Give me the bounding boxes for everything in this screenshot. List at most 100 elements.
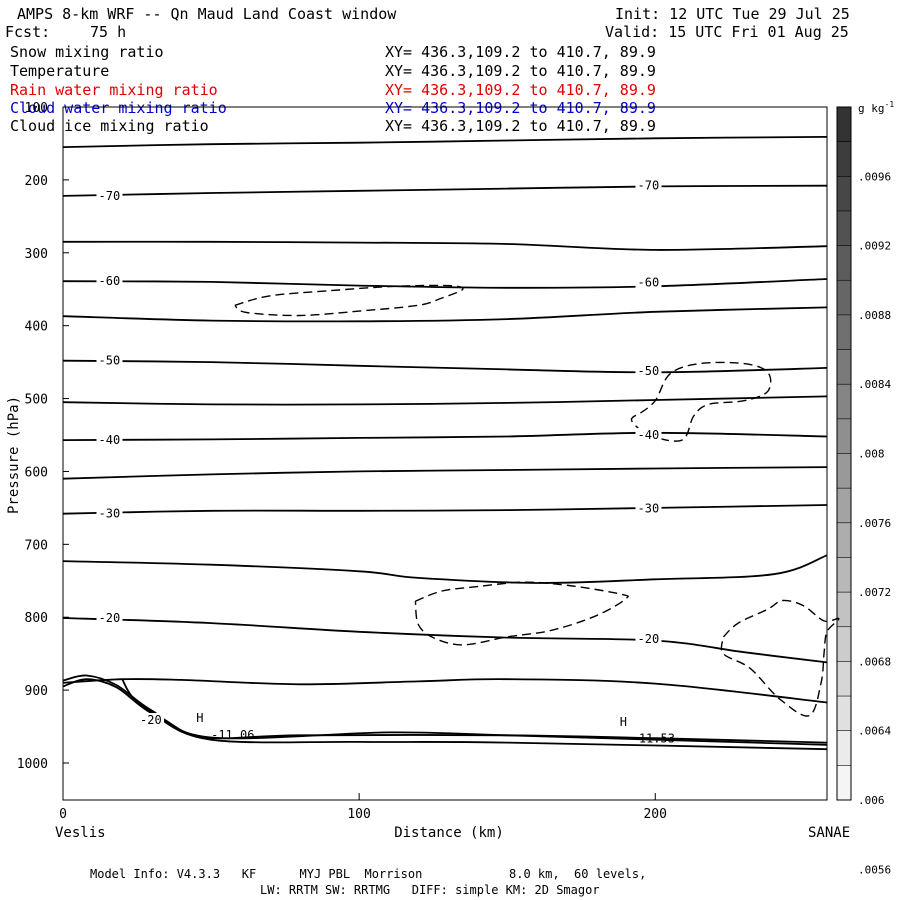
field-xy-cloud-ice: XY= 436.3,109.2 to 410.7, 89.9 <box>385 117 656 135</box>
colorbar-swatch <box>837 349 851 385</box>
isotherm-label-bg <box>635 501 662 515</box>
temperature-isotherm <box>62 554 828 584</box>
colorbar-swatch <box>837 696 851 732</box>
temperature-isotherm <box>62 504 828 515</box>
colorbar-tick-label: .0088 <box>858 309 891 322</box>
y-tick-label: 300 <box>25 247 48 262</box>
colorbar-swatch <box>837 765 851 801</box>
isotherm-label: -60 <box>638 276 660 290</box>
model-info-line1: Model Info: V4.3.3 KF MYJ PBL Morrison 8… <box>90 867 647 881</box>
temperature-isotherms <box>62 136 828 751</box>
colorbar-swatch <box>837 488 851 524</box>
colorbar-swatch <box>837 626 851 662</box>
field-name-snow: Snow mixing ratio <box>10 43 164 61</box>
x-axis-title: Distance (km) <box>394 825 504 841</box>
isotherm-label-bg <box>635 428 662 441</box>
y-tick-label: 800 <box>25 611 48 626</box>
isotherm-label: -30 <box>638 502 660 516</box>
valid-time: Valid: 15 UTC Fri 01 Aug 25 <box>605 23 849 41</box>
cloud-ice-contour <box>234 284 464 317</box>
minimum-value-label: -11.53 <box>632 732 675 746</box>
isotherm-label-bg <box>138 713 164 726</box>
temperature-isotherm <box>62 359 828 374</box>
field-name-cloud-water: Cloud water mixing ratio <box>10 99 227 117</box>
x-tick-label: 200 <box>643 807 666 822</box>
colorbar-swatch <box>837 141 851 177</box>
init-time: Init: 12 UTC Tue 29 Jul 25 <box>615 5 850 23</box>
x-end-label: SANAE <box>808 825 850 841</box>
colorbar-swatch <box>837 557 851 593</box>
y-tick-label: 500 <box>25 393 48 408</box>
isotherm-label-bg <box>96 433 123 447</box>
field-xy-cloud-water: XY= 436.3,109.2 to 410.7, 89.9 <box>385 99 656 117</box>
field-name-temperature: Temperature <box>10 62 110 80</box>
y-tick-label: 200 <box>25 174 48 189</box>
model-info-line2: LW: RRTM SW: RRTMG DIFF: simple KM: 2D S… <box>260 883 600 897</box>
isotherm-label: -50 <box>638 364 660 378</box>
colorbar-swatch <box>837 245 851 281</box>
isotherm-label: -50 <box>99 354 121 368</box>
y-axis-title: Pressure (hPa) <box>6 396 22 514</box>
temperature-isotherm <box>62 431 828 441</box>
colorbar-unit: g kg-1 <box>858 100 894 115</box>
temperature-isotherm <box>62 184 828 197</box>
isotherm-label: -70 <box>638 179 660 193</box>
isotherm-label-bg <box>635 178 662 192</box>
colorbar-swatch <box>837 384 851 420</box>
temperature-isotherm <box>62 278 828 289</box>
temperature-isotherm <box>62 240 828 251</box>
high-marker: H <box>196 711 203 725</box>
temperature-isotherm <box>62 678 828 751</box>
field-xy-snow: XY= 436.3,109.2 to 410.7, 89.9 <box>385 43 656 61</box>
isotherm-label-bg <box>96 274 123 288</box>
colorbar-tick-label: .0072 <box>858 586 891 599</box>
isotherm-label: -40 <box>99 433 121 447</box>
field-xy-temperature: XY= 436.3,109.2 to 410.7, 89.9 <box>385 62 656 80</box>
colorbar-tick-label: .0096 <box>858 170 891 183</box>
temperature-isotherm <box>62 674 828 746</box>
contour-labels: -70 -70 -60 -60 -50 -50 -40 -40 -30 -30 -20 -20 -20 H… <box>96 178 675 746</box>
high-marker: H <box>620 715 627 729</box>
colorbar-swatch <box>837 730 851 766</box>
isotherm-label-bg <box>96 353 123 367</box>
colorbar-swatch <box>837 418 851 454</box>
isotherm-label-bg <box>96 188 123 202</box>
field-xy-rain: XY= 436.3,109.2 to 410.7, 89.9 <box>385 81 656 99</box>
temperature-isotherm <box>62 678 828 704</box>
isotherm-label: -20 <box>140 713 162 727</box>
temperature-isotherm <box>62 466 828 480</box>
forecast-hours: 75 h <box>90 23 127 41</box>
field-name-cloud-ice: Cloud ice mixing ratio <box>10 117 209 135</box>
chart-title: AMPS 8-km WRF -- Qn Maud Land Coast wind… <box>17 5 397 23</box>
colorbar-tick-label: .0076 <box>858 517 891 530</box>
colorbar-tick-label: .0068 <box>858 655 891 668</box>
x-tick-label: 100 <box>347 807 370 822</box>
y-tick-label: 700 <box>25 538 48 553</box>
isotherm-label: -30 <box>99 507 121 521</box>
cloud-ice-contour <box>720 599 840 717</box>
field-name-rain: Rain water mixing ratio <box>10 81 218 99</box>
isotherm-label-bg <box>96 611 123 624</box>
isotherm-label-bg <box>635 632 662 646</box>
cloud-ice-contours <box>234 284 840 717</box>
colorbar-swatch <box>837 661 851 697</box>
colorbar-swatch <box>837 522 851 558</box>
minimum-value-label: -11.06 <box>211 728 254 742</box>
temperature-isotherm <box>62 617 828 664</box>
isotherm-label: -20 <box>99 611 121 625</box>
isotherm-label: -40 <box>638 428 660 442</box>
plot-frame <box>62 106 828 801</box>
colorbar-swatch <box>837 453 851 489</box>
isotherm-label: -20 <box>638 632 660 646</box>
y-tick-label: 900 <box>25 684 48 699</box>
temperature-isotherm <box>62 395 828 406</box>
colorbar-tick-label: .008 <box>858 448 885 461</box>
colorbar-swatch <box>837 210 851 246</box>
colorbar-tick-label: .006 <box>858 794 885 807</box>
axis-ticks: 100 200 300 400 500 600 700 800 900 1000 0 100 200 <box>17 101 667 822</box>
colorbar: .0096 .0092 .0088 .0084 .008 .0076 .0072 .0068.… <box>836 106 891 876</box>
temperature-isotherm <box>62 136 828 148</box>
colorbar-swatch <box>837 592 851 628</box>
x-tick-label: 0 <box>59 807 67 822</box>
